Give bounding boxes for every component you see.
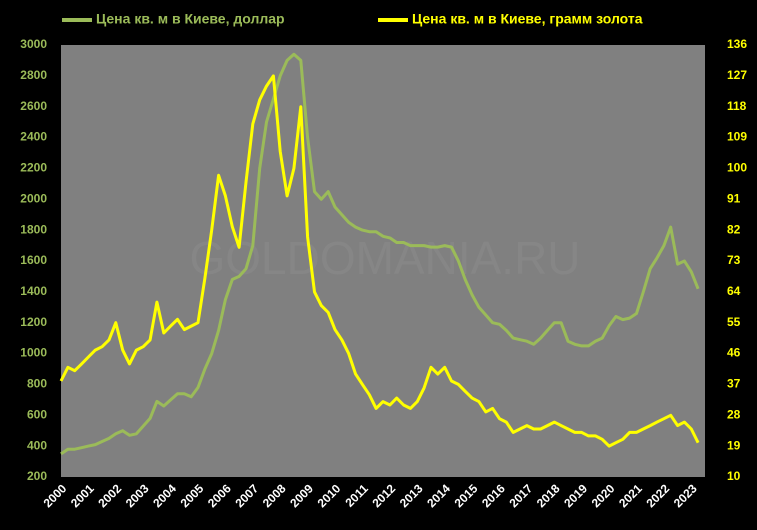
x-tick-label: 2021 bbox=[616, 481, 645, 510]
x-tick-label: 2007 bbox=[232, 481, 261, 510]
x-tick-label: 2015 bbox=[452, 481, 481, 510]
legend-label: Цена кв. м в Киеве, доллар bbox=[96, 11, 285, 27]
series-line bbox=[60, 52, 700, 456]
y2-tick-label: 37 bbox=[727, 377, 741, 391]
y-tick-label: 2600 bbox=[20, 99, 47, 113]
y-tick-label: 2400 bbox=[20, 130, 47, 144]
x-tick-label: 2013 bbox=[397, 481, 426, 510]
y2-tick-label: 73 bbox=[727, 253, 741, 267]
y-tick-label: 2200 bbox=[20, 161, 47, 175]
y-tick-label: 2000 bbox=[20, 191, 47, 205]
y2-tick-label: 127 bbox=[727, 68, 747, 82]
y-tick-label: 600 bbox=[27, 407, 47, 421]
y2-tick-label: 19 bbox=[727, 438, 741, 452]
y2-tick-label: 46 bbox=[727, 346, 741, 360]
y-tick-label: 1200 bbox=[20, 315, 47, 329]
x-tick-label: 2016 bbox=[479, 481, 508, 510]
y-tick-label: 400 bbox=[27, 438, 47, 452]
y2-tick-label: 109 bbox=[727, 130, 747, 144]
y2-tick-label: 136 bbox=[727, 37, 747, 51]
x-tick-label: 2018 bbox=[534, 481, 563, 510]
y2-tick-label: 10 bbox=[727, 469, 741, 483]
plot-area bbox=[61, 45, 705, 477]
y2-tick-label: 55 bbox=[727, 315, 741, 329]
x-tick-label: 2020 bbox=[589, 481, 618, 510]
x-tick-label: 2004 bbox=[150, 481, 179, 510]
x-tick-label: 2023 bbox=[671, 481, 700, 510]
x-tick-label: 2019 bbox=[561, 481, 590, 510]
y-tick-label: 1800 bbox=[20, 222, 47, 236]
y2-tick-label: 64 bbox=[727, 284, 741, 298]
y2-tick-label: 100 bbox=[727, 161, 747, 175]
y-tick-label: 2800 bbox=[20, 68, 47, 82]
legend-label: Цена кв. м в Киеве, грамм золота bbox=[412, 11, 643, 27]
x-tick-label: 2009 bbox=[287, 481, 316, 510]
y2-tick-label: 28 bbox=[727, 407, 741, 421]
x-tick-label: 2014 bbox=[424, 481, 453, 510]
y-tick-label: 1600 bbox=[20, 253, 47, 267]
y2-tick-label: 91 bbox=[727, 191, 741, 205]
x-tick-label: 2012 bbox=[369, 481, 398, 510]
y-tick-label: 800 bbox=[27, 377, 47, 391]
y-tick-label: 200 bbox=[27, 469, 47, 483]
x-tick-label: 2017 bbox=[506, 481, 535, 510]
x-tick-label: 2022 bbox=[643, 481, 672, 510]
x-tick-label: 2006 bbox=[205, 481, 234, 510]
series-line bbox=[59, 74, 700, 448]
x-tick-label: 2005 bbox=[178, 481, 207, 510]
x-tick-label: 2002 bbox=[95, 481, 124, 510]
y-tick-label: 3000 bbox=[20, 37, 47, 51]
x-tick-label: 2003 bbox=[123, 481, 152, 510]
x-tick-label: 2010 bbox=[315, 481, 344, 510]
y-tick-label: 1400 bbox=[20, 284, 47, 298]
x-tick-label: 2008 bbox=[260, 481, 289, 510]
x-tick-label: 2000 bbox=[41, 481, 70, 510]
y2-tick-label: 118 bbox=[727, 99, 747, 113]
y2-tick-label: 82 bbox=[727, 222, 741, 236]
x-tick-label: 2011 bbox=[342, 481, 371, 510]
y-tick-label: 1000 bbox=[20, 346, 47, 360]
x-tick-label: 2001 bbox=[68, 481, 97, 510]
